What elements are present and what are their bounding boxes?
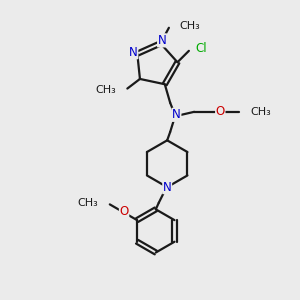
Text: CH₃: CH₃ (95, 85, 116, 95)
Text: O: O (119, 205, 129, 218)
Text: N: N (129, 46, 138, 59)
Text: CH₃: CH₃ (78, 198, 98, 208)
Text: N: N (158, 34, 166, 47)
Text: N: N (172, 108, 181, 121)
Text: Cl: Cl (196, 42, 207, 55)
Text: N: N (163, 181, 172, 194)
Text: O: O (216, 105, 225, 118)
Text: CH₃: CH₃ (250, 107, 271, 117)
Text: CH₃: CH₃ (179, 21, 200, 31)
